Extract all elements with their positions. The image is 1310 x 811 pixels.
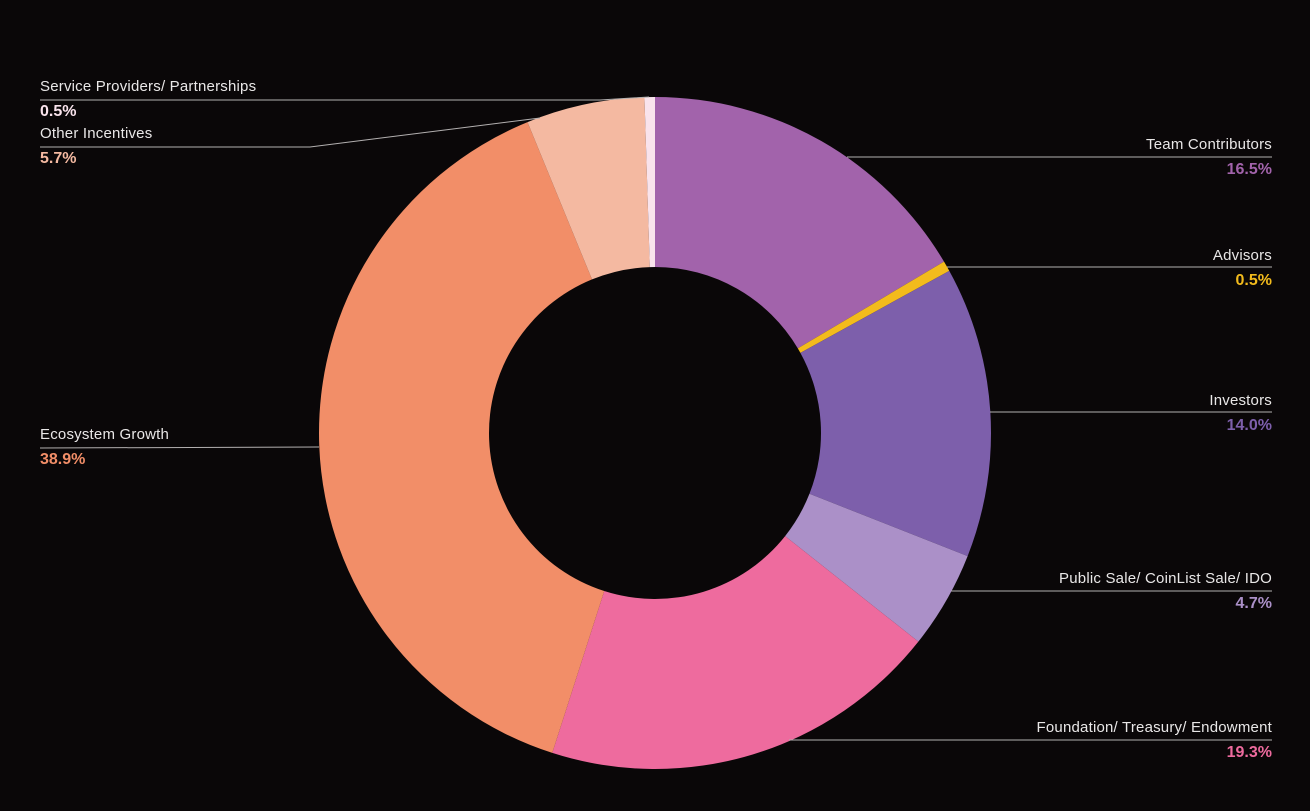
donut-segment-service-providers-partnerships <box>644 97 655 268</box>
donut-segment-ecosystem-growth <box>318 122 605 753</box>
donut-segment-foundation-treasury-endowment <box>552 536 919 769</box>
leader-line-ecosystem-growth <box>39 446 320 449</box>
donut-segment-public-sale-coinlist-sale-ido <box>785 493 968 642</box>
donut-segment-advisors <box>797 261 950 353</box>
leader-line-other-incentives <box>40 117 541 148</box>
leader-line-service-providers-partnerships <box>40 96 650 101</box>
donut-segment-other-incentives <box>527 97 650 280</box>
donut-segment-investors <box>800 270 991 557</box>
donut-segment-team-contributors <box>655 97 945 349</box>
